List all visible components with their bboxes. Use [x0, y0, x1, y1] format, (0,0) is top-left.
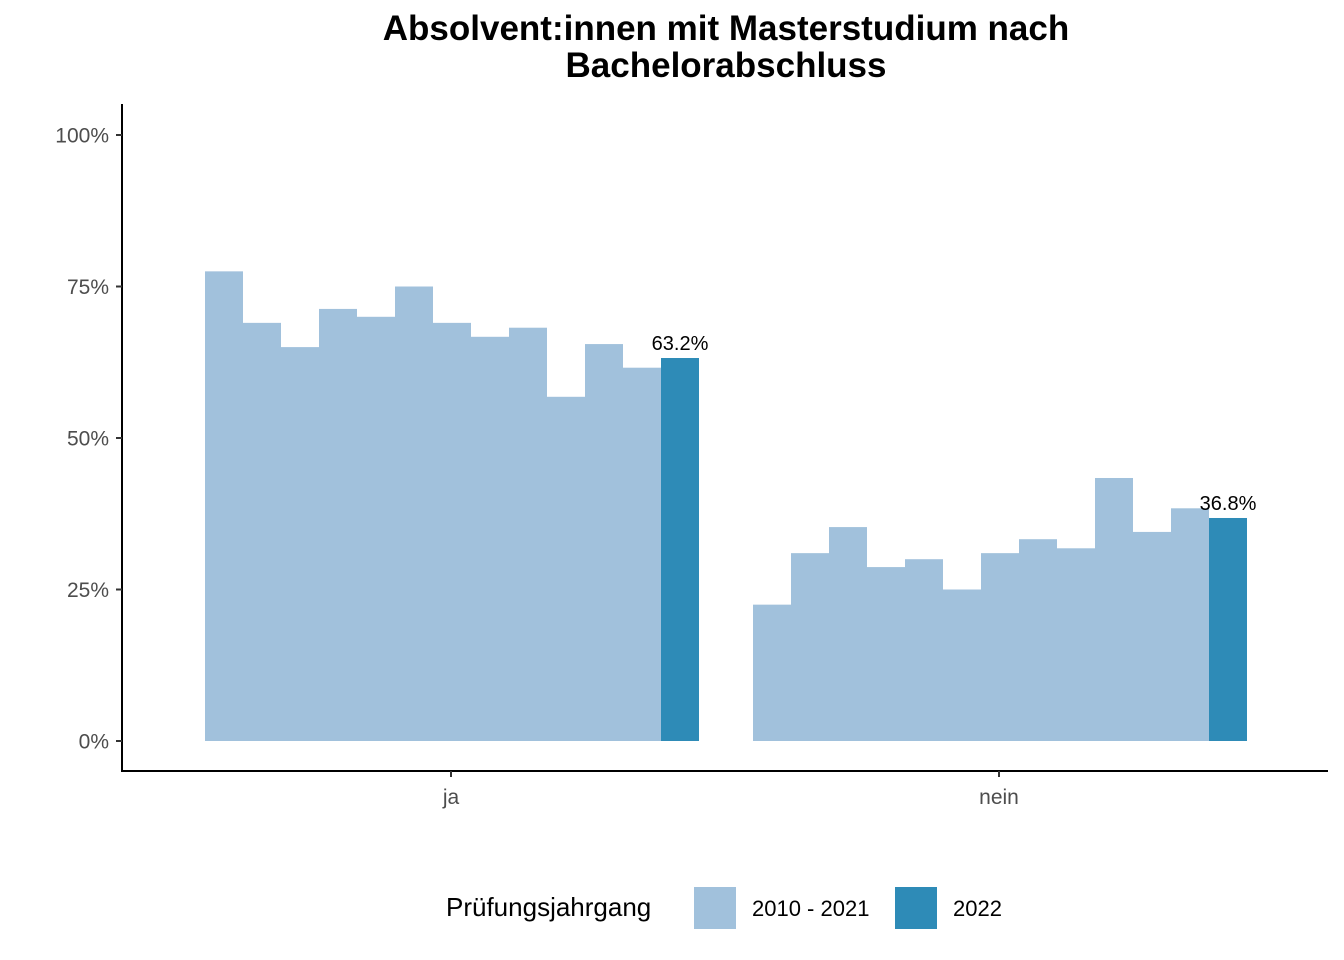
bar-ja-historic-7 — [433, 322, 471, 741]
y-tick-label-4: 100% — [55, 125, 109, 148]
legend-key-current — [895, 887, 937, 929]
bar-ja-historic-6 — [395, 286, 433, 741]
bar-ja-historic-4 — [319, 308, 357, 741]
bar-nein-current — [1209, 517, 1247, 741]
axes-group: 0% 25% 50% 75% 100% ja nein — [55, 104, 1328, 809]
bar-nein-historic-1 — [753, 604, 791, 741]
x-tick-label-ja: ja — [442, 786, 460, 809]
bar-nein-historic-11 — [1133, 531, 1171, 741]
x-tick-label-nein: nein — [979, 786, 1019, 809]
bar-nein-historic-10 — [1095, 477, 1133, 741]
legend-label-historic: 2010 - 2021 — [752, 896, 870, 921]
y-tick-label-1: 25% — [67, 579, 109, 602]
bar-ja-current — [661, 358, 699, 741]
y-tick-label-0: 0% — [79, 731, 109, 754]
bar-ja-historic-5 — [357, 316, 395, 741]
y-tick-label-3: 75% — [67, 276, 109, 299]
bar-ja-historic-11 — [585, 344, 623, 741]
bar-ja-historic-1 — [205, 271, 243, 741]
y-tick-label-2: 50% — [67, 428, 109, 451]
bar-nein-historic-9 — [1057, 548, 1095, 741]
bar-nein-historic-7 — [981, 553, 1019, 741]
bar-nein-historic-2 — [791, 553, 829, 741]
chart-title-line-2: Bachelorabschluss — [565, 46, 887, 85]
bar-ja-historic-3 — [281, 347, 319, 741]
bar-nein-historic-12 — [1171, 508, 1209, 741]
bar-nein-historic-8 — [1019, 539, 1057, 741]
data-label-nein: 36.8% — [1200, 493, 1257, 515]
data-label-ja: 63.2% — [652, 333, 709, 355]
legend-title: Prüfungsjahrgang — [446, 892, 652, 922]
bar-ja-historic-2 — [243, 322, 281, 741]
bar-ja-historic-8 — [471, 336, 509, 741]
chart-title-line-1: Absolvent:innen mit Masterstudium nach — [382, 9, 1070, 48]
bar-nein-historic-4 — [867, 567, 905, 741]
bar-ja-historic-10 — [547, 396, 585, 741]
data-labels-group: 63.2% 36.8% — [652, 333, 1257, 515]
bar-ja-historic-9 — [509, 327, 547, 741]
bar-nein-historic-3 — [829, 527, 867, 741]
legend-key-historic — [694, 887, 736, 929]
legend: Prüfungsjahrgang 2010 - 2021 2022 — [0, 886, 1344, 930]
bar-chart-plot: 63.2% 36.8% 0% 25% 50% 75% 100% ja nein — [55, 104, 1328, 809]
bars-group — [205, 271, 1247, 741]
bar-nein-historic-5 — [905, 559, 943, 741]
legend-label-current: 2022 — [953, 896, 1002, 921]
chart-title: Absolvent:innen mit Masterstudium nach B… — [124, 10, 1328, 84]
bar-nein-historic-6 — [943, 589, 981, 741]
bar-ja-historic-12 — [623, 367, 661, 741]
